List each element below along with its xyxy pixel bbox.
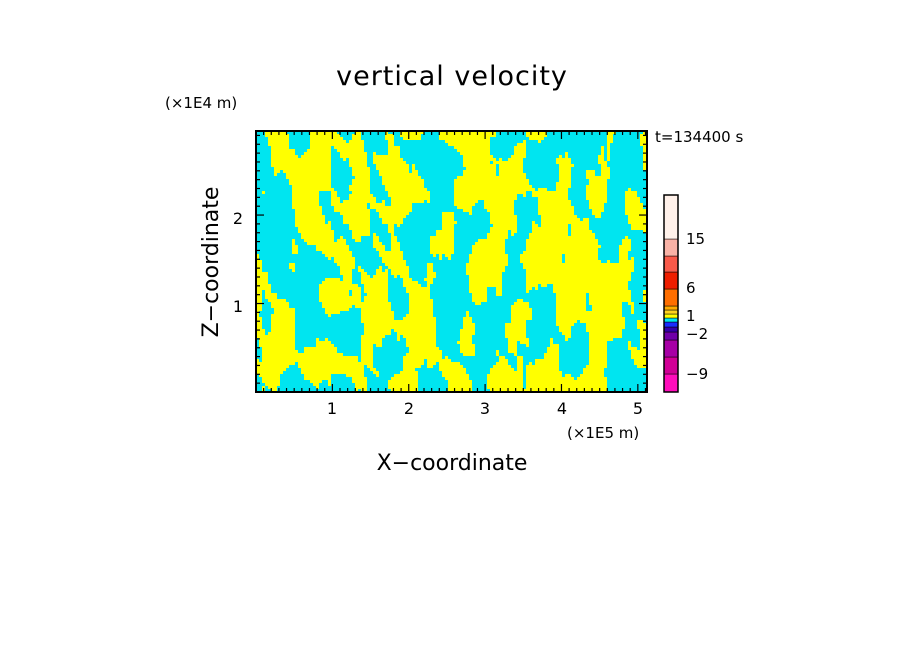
colorbar-label-15: 15 <box>686 230 705 248</box>
velocity-field <box>256 131 647 392</box>
x-tick-label-2: 2 <box>404 399 414 418</box>
colorbar-swatch-12 <box>663 255 679 273</box>
y-axis-label: Z−coordinate <box>199 187 224 338</box>
colorbar-swatch-11 <box>663 271 679 290</box>
colorbar-swatch-1 <box>663 356 679 375</box>
colorbar-swatch-10 <box>663 288 679 307</box>
colorbar-swatch-14 <box>663 194 679 240</box>
x-axis-label: X−coordinate <box>377 451 528 476</box>
colorbar-swatch-6 <box>663 317 679 323</box>
colorbar-swatch-2 <box>663 339 679 358</box>
colorbar-swatch-7 <box>663 313 679 319</box>
colorbar-label-6: 6 <box>686 279 696 297</box>
x-axis-ticks <box>263 131 647 392</box>
colorbar <box>663 194 679 393</box>
colorbar-swatch-4 <box>663 326 679 333</box>
x-tick-label-5: 5 <box>633 399 643 418</box>
y-tick-label-2: 2 <box>233 209 243 228</box>
colorbar-swatch-5 <box>663 321 679 328</box>
colorbar-swatch-3 <box>663 331 679 341</box>
x-tick-label-1: 1 <box>327 399 337 418</box>
colorbar-label-neg9: −9 <box>686 365 708 383</box>
chart-title: vertical velocity <box>336 61 568 92</box>
positive-velocity-region <box>256 131 647 392</box>
x-tick-label-4: 4 <box>557 399 567 418</box>
y-unit-label: (×1E4 m) <box>165 94 237 112</box>
colorbar-swatch-13 <box>663 238 679 257</box>
colorbar-swatch-0 <box>663 373 679 393</box>
y-tick-label-1: 1 <box>233 297 243 316</box>
plot-frame <box>255 130 648 393</box>
colorbar-label-1: 1 <box>686 307 696 325</box>
colorbar-label-neg2: −2 <box>686 325 708 343</box>
time-label: t=134400 s <box>655 128 743 146</box>
x-unit-label: (×1E5 m) <box>567 424 639 442</box>
colorbar-swatch-9 <box>663 305 679 311</box>
colorbar-frame <box>663 194 679 393</box>
x-tick-label-3: 3 <box>480 399 490 418</box>
y-axis-ticks <box>256 134 647 384</box>
colorbar-swatch-8 <box>663 309 679 315</box>
